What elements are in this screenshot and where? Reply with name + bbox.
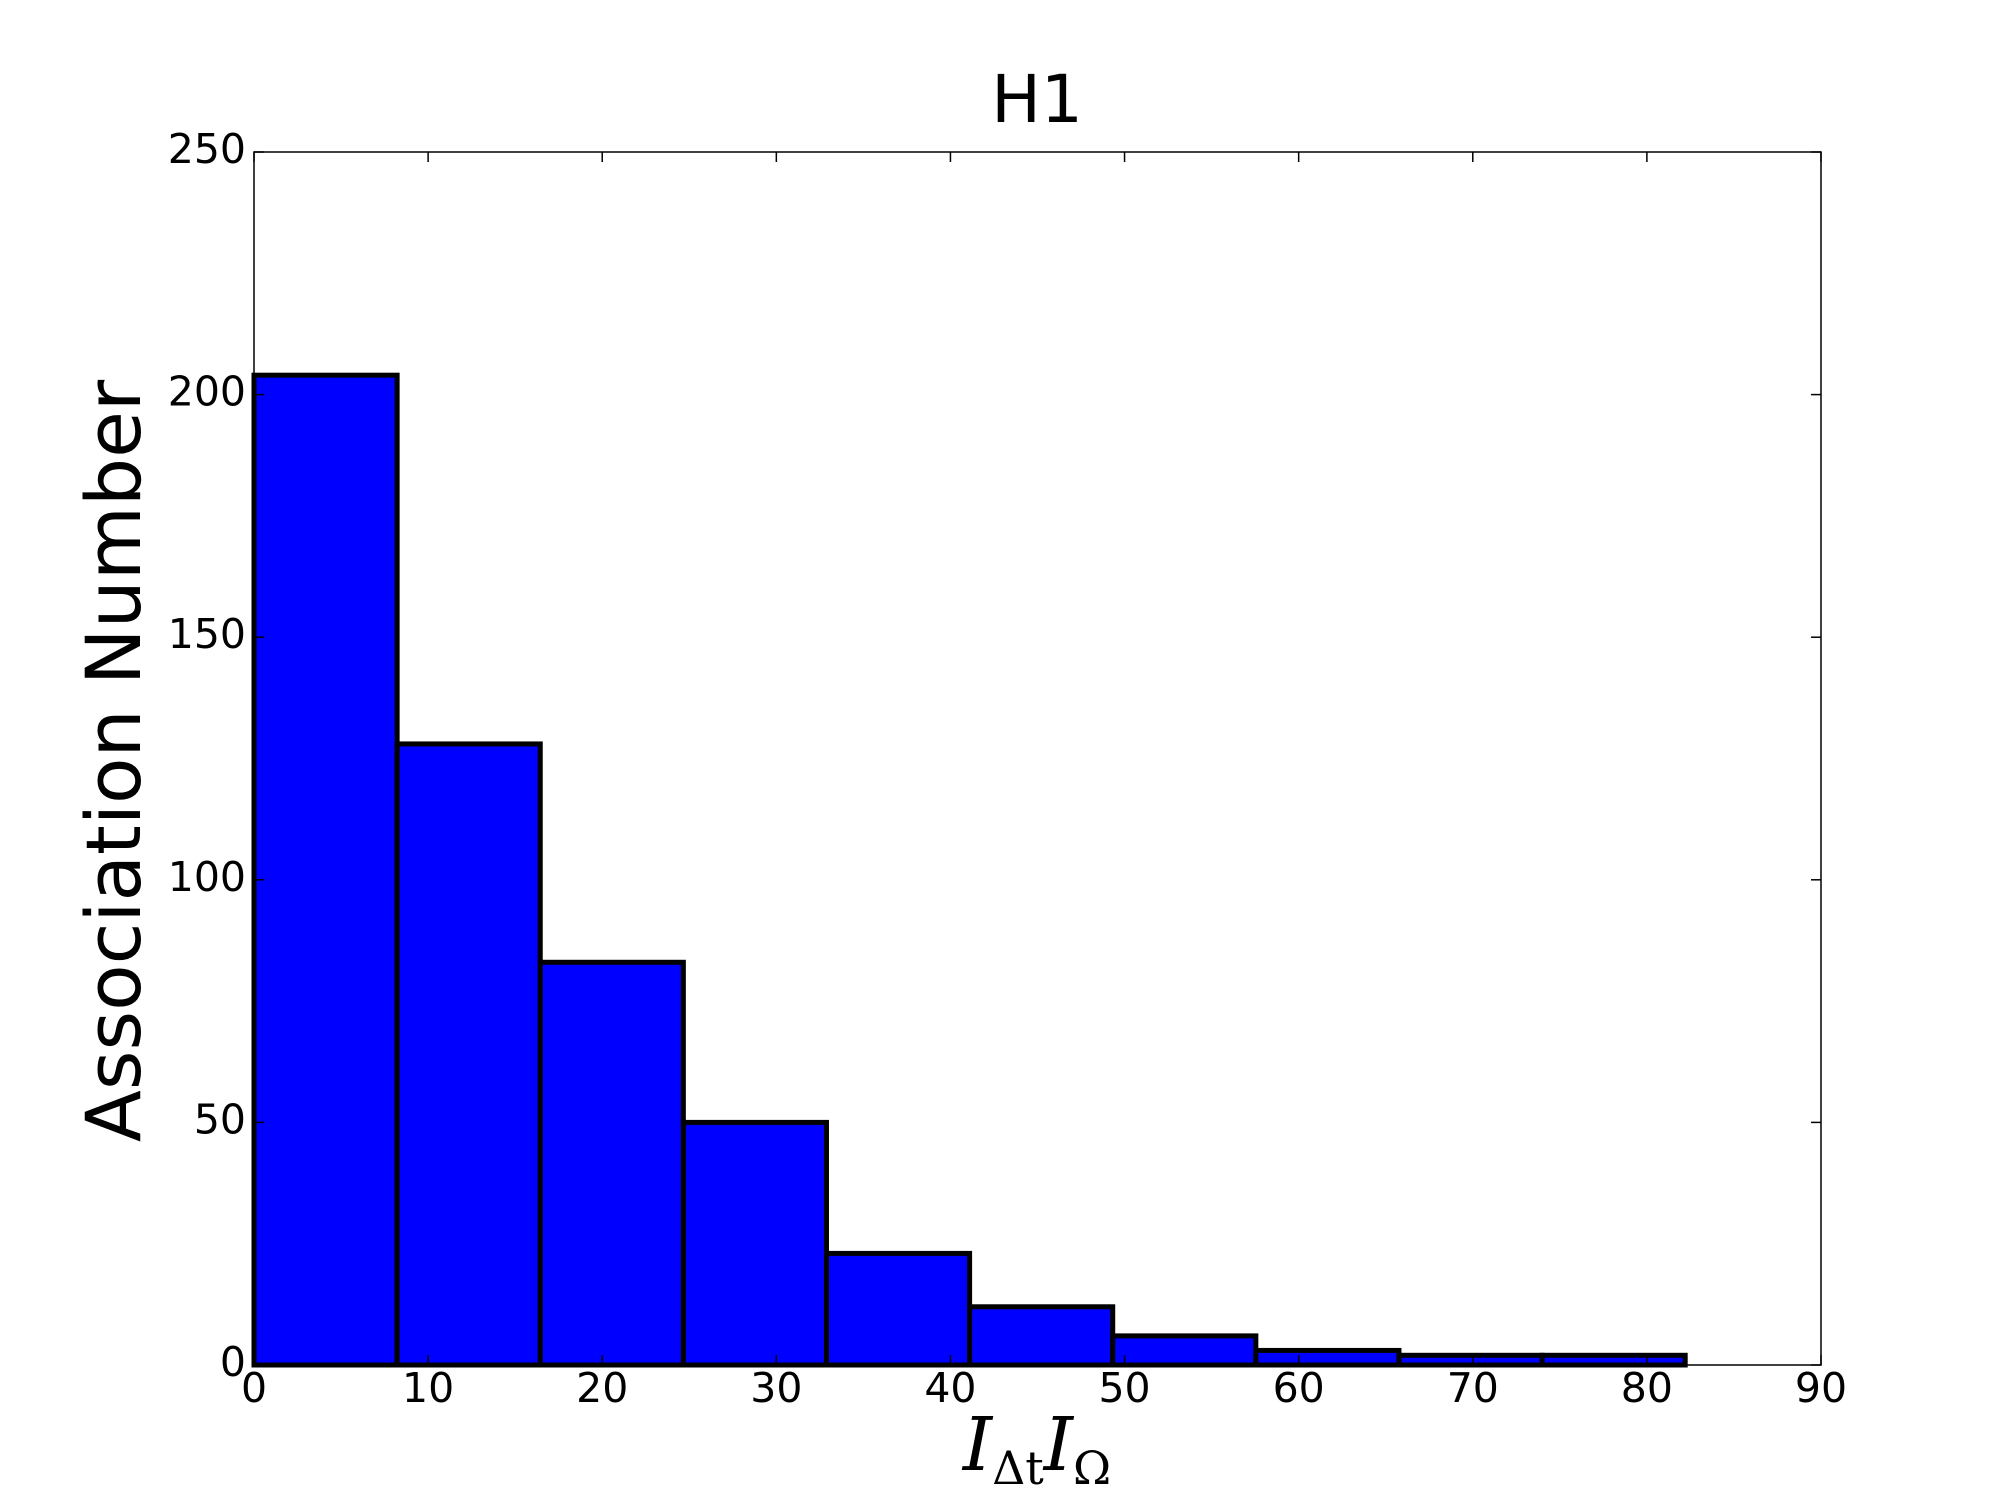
y-tick-label: 100 [168,853,246,901]
x-tick-label: 80 [1621,1364,1673,1412]
x-label-part: I [1042,1402,1075,1488]
x-tick-label: 40 [924,1364,976,1412]
x-tick-label: 0 [241,1364,267,1412]
plot-frame [253,151,1822,1366]
x-tick-label: 50 [1098,1364,1150,1412]
x-label-part: I [961,1402,994,1488]
y-tick-label: 50 [194,1095,246,1143]
y-tick-label: 150 [168,610,246,658]
bar [537,959,686,1368]
y-tick-label: 0 [220,1338,246,1386]
bar [680,1119,829,1368]
bar [967,1304,1116,1368]
x-label-subscript: Δt [992,1441,1044,1495]
x-tick-label: 20 [576,1364,628,1412]
chart-title: H1 [991,61,1083,138]
x-tick-label: 10 [402,1364,454,1412]
x-tick-label: 60 [1273,1364,1325,1412]
y-tick-label: 250 [168,125,246,173]
x-label-subscript: Ω [1073,1441,1111,1495]
bar [394,741,543,1368]
x-tick-label: 90 [1795,1364,1847,1412]
y-tick-label: 200 [168,368,246,416]
bar [823,1250,973,1368]
bar [251,372,400,1368]
x-axis-label: IΔtIΩ [961,1402,1111,1495]
y-axis-label: Association Number [69,379,158,1142]
x-tick-label: 70 [1447,1364,1499,1412]
bar [1253,1347,1402,1368]
bar [1110,1333,1259,1368]
x-tick-label: 30 [750,1364,802,1412]
